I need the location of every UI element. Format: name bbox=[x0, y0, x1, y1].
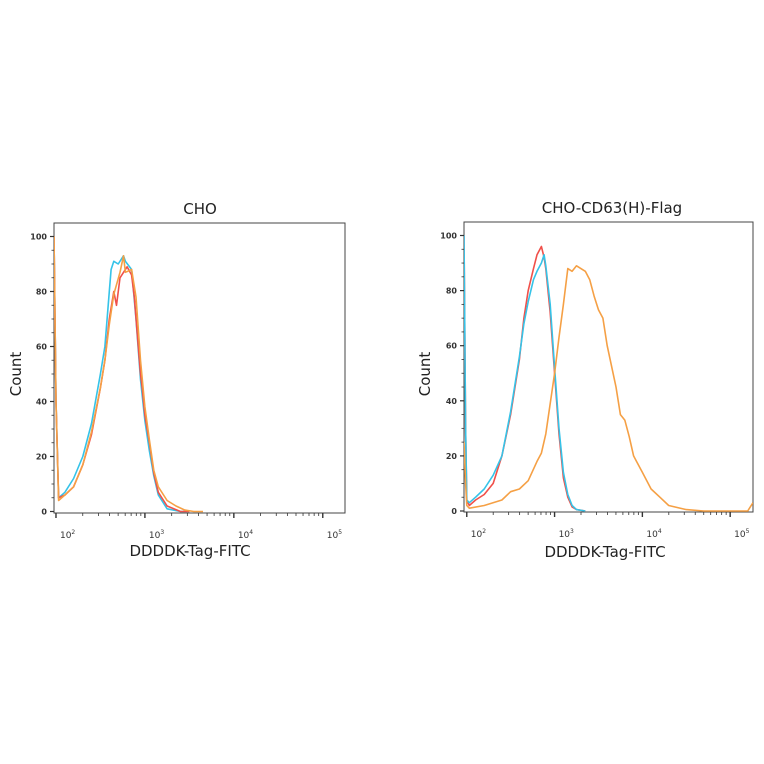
y-tick-label: 0 bbox=[41, 508, 47, 517]
histogram-line-0 bbox=[464, 235, 586, 512]
x-axis-label: DDDDK-Tag-FITC bbox=[544, 543, 665, 561]
histogram-line-1 bbox=[54, 236, 190, 513]
panel-cho-cd63-flag: CHO-CD63(H)-Flag DDDDK-Tag-FITC Count 0 2… bbox=[416, 199, 754, 561]
y-tick-label: 60 bbox=[36, 343, 48, 352]
x-tick-label: 103 bbox=[559, 528, 574, 540]
x-tick-label: 103 bbox=[149, 529, 164, 541]
y-tick-label: 60 bbox=[446, 342, 458, 351]
y-tick-label: 20 bbox=[36, 453, 48, 462]
x-tick-label: 102 bbox=[471, 528, 486, 540]
y-tick-label: 100 bbox=[30, 233, 47, 242]
x-tick-label: 105 bbox=[327, 529, 342, 541]
plot-frame bbox=[463, 221, 754, 513]
chart-title: CHO bbox=[183, 200, 217, 218]
y-tick-label: 80 bbox=[446, 287, 458, 296]
histogram-line-2 bbox=[464, 265, 753, 512]
x-axis-label: DDDDK-Tag-FITC bbox=[129, 542, 250, 560]
panel-cho: CHO DDDDK-Tag-FITC Count 0 20 40 60 80 100 102… bbox=[7, 200, 346, 560]
y-axis-label: Count bbox=[7, 352, 25, 397]
y-tick-label: 40 bbox=[446, 397, 458, 406]
x-tick-label: 104 bbox=[646, 528, 661, 540]
x-tick-label: 102 bbox=[60, 529, 75, 541]
y-tick-label: 80 bbox=[36, 288, 48, 297]
chart-title: CHO-CD63(H)-Flag bbox=[542, 199, 682, 217]
x-tick-label: 104 bbox=[238, 529, 253, 541]
y-tick-label: 20 bbox=[446, 452, 458, 461]
y-axis-label: Count bbox=[416, 352, 434, 397]
y-tick-label: 100 bbox=[440, 232, 457, 241]
y-tick-label: 40 bbox=[36, 398, 48, 407]
plot-frame bbox=[53, 222, 346, 514]
x-tick-label: 105 bbox=[734, 528, 749, 540]
y-tick-label: 0 bbox=[451, 507, 457, 516]
histogram-line-2 bbox=[54, 236, 203, 513]
histogram-line-1 bbox=[464, 235, 586, 512]
histogram-line-0 bbox=[54, 236, 190, 513]
